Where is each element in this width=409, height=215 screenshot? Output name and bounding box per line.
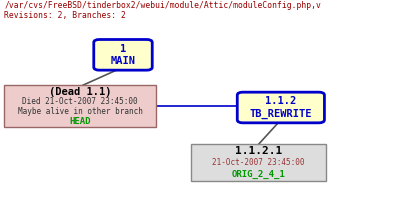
- FancyBboxPatch shape: [4, 86, 155, 127]
- Text: TB_REWRITE: TB_REWRITE: [249, 109, 311, 119]
- Text: (Dead 1.1): (Dead 1.1): [49, 86, 111, 97]
- FancyBboxPatch shape: [190, 144, 325, 181]
- Text: 21-Oct-2007 23:45:00: 21-Oct-2007 23:45:00: [211, 158, 304, 167]
- Text: /var/cvs/FreeBSD/tinderbox2/webui/module/Attic/moduleConfig.php,v: /var/cvs/FreeBSD/tinderbox2/webui/module…: [4, 1, 320, 10]
- Text: HEAD: HEAD: [69, 117, 90, 126]
- Text: Died 21-Oct-2007 23:45:00: Died 21-Oct-2007 23:45:00: [22, 97, 137, 106]
- Text: 1.1.2.1: 1.1.2.1: [234, 146, 281, 155]
- Text: Revisions: 2, Branches: 2: Revisions: 2, Branches: 2: [4, 11, 126, 20]
- FancyBboxPatch shape: [94, 40, 152, 70]
- Text: Maybe alive in other branch: Maybe alive in other branch: [18, 107, 142, 116]
- Text: MAIN: MAIN: [110, 56, 135, 66]
- Text: ORIG_2_4_1: ORIG_2_4_1: [231, 170, 285, 179]
- FancyBboxPatch shape: [237, 92, 324, 123]
- Text: 1.1.2: 1.1.2: [265, 96, 296, 106]
- Text: 1: 1: [119, 44, 126, 54]
